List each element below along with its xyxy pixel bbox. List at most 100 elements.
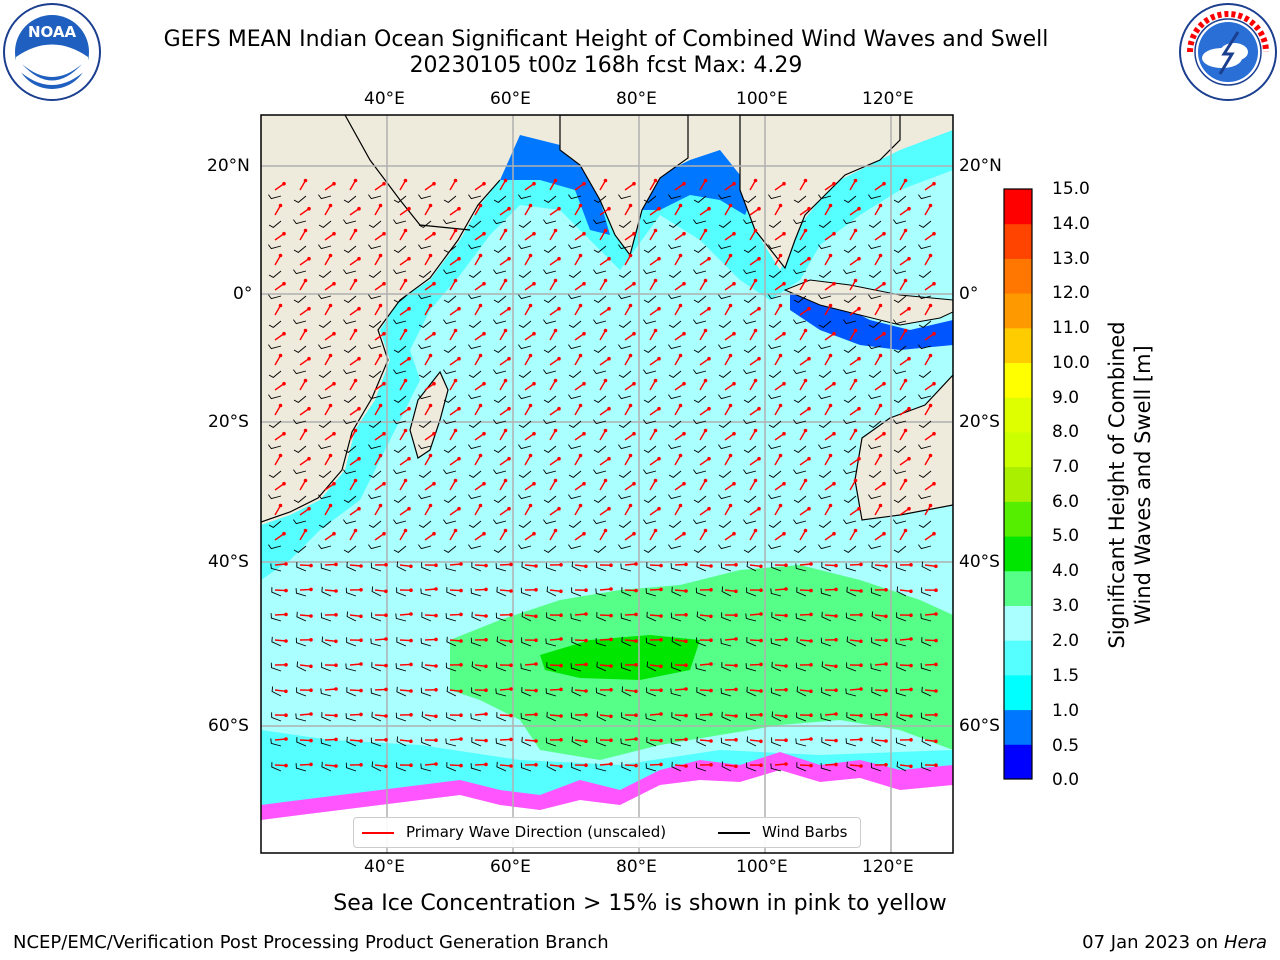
colorbar-segment bbox=[1004, 362, 1032, 398]
wave-arrow-head bbox=[684, 713, 688, 718]
wave-direction-arrow bbox=[449, 589, 462, 592]
wave-direction-arrow bbox=[499, 380, 507, 391]
wind-barb bbox=[721, 586, 732, 597]
wave-direction-arrow bbox=[349, 180, 357, 191]
wind-barb bbox=[443, 319, 457, 325]
wave-arrow-head bbox=[453, 528, 458, 533]
wave-arrow-head bbox=[828, 253, 833, 258]
wave-arrow-head bbox=[678, 403, 683, 408]
wave-direction-arrow bbox=[499, 530, 507, 541]
wave-direction-arrow bbox=[349, 258, 360, 266]
wave-arrow-head bbox=[607, 256, 611, 261]
wave-arrow-head bbox=[403, 228, 408, 233]
wind-barb bbox=[420, 763, 432, 772]
wave-direction-arrow bbox=[899, 638, 912, 641]
wave-arrow-head bbox=[307, 506, 311, 511]
wave-arrow-head bbox=[909, 738, 913, 742]
wave-direction-arrow bbox=[824, 355, 832, 366]
wave-arrow-head bbox=[782, 231, 786, 236]
wave-direction-arrow bbox=[824, 433, 835, 441]
wind-barb bbox=[868, 420, 882, 428]
wave-direction-arrow bbox=[699, 330, 707, 341]
wind-barb bbox=[545, 638, 557, 647]
wave-arrow-head bbox=[553, 328, 558, 333]
wind-barb bbox=[268, 470, 282, 478]
wave-arrow-head bbox=[353, 228, 358, 233]
wave-direction-arrow bbox=[749, 663, 762, 666]
wave-direction-arrow bbox=[699, 230, 707, 241]
wind-barb bbox=[468, 420, 482, 428]
wave-arrow-head bbox=[432, 331, 436, 336]
wave-direction-arrow bbox=[374, 233, 385, 241]
colorbar-segment bbox=[1004, 744, 1032, 780]
wave-arrow-head bbox=[884, 688, 888, 693]
wave-arrow-head bbox=[703, 528, 708, 533]
wind-barb bbox=[721, 662, 732, 672]
wave-arrow-head bbox=[282, 231, 286, 236]
wave-direction-arrow bbox=[574, 255, 582, 266]
wave-arrow-head bbox=[653, 278, 658, 283]
wave-arrow-head bbox=[534, 588, 538, 592]
wave-direction-arrow bbox=[399, 689, 412, 692]
wind-barb bbox=[343, 369, 357, 375]
wave-arrow-head bbox=[884, 564, 888, 568]
colorbar-segment bbox=[1004, 570, 1032, 606]
wind-barb bbox=[268, 270, 282, 278]
wave-arrow-head bbox=[784, 613, 788, 618]
wave-arrow-head bbox=[753, 528, 758, 533]
wave-arrow-head bbox=[434, 637, 438, 642]
wave-direction-arrow bbox=[674, 333, 685, 341]
wind-barb bbox=[343, 469, 357, 475]
wave-arrow-head bbox=[359, 688, 363, 693]
wave-arrow-head bbox=[909, 563, 913, 567]
wave-direction-arrow bbox=[849, 430, 857, 441]
wave-arrow-head bbox=[584, 763, 588, 767]
lat-tick-right: 40°S bbox=[959, 552, 1000, 572]
wave-direction-arrow bbox=[524, 739, 537, 742]
wave-arrow-head bbox=[453, 278, 458, 283]
wave-arrow-head bbox=[303, 528, 308, 533]
wave-arrow-head bbox=[332, 431, 336, 436]
wave-direction-arrow bbox=[549, 358, 560, 366]
wave-direction-arrow bbox=[599, 258, 610, 266]
wind-barb bbox=[318, 344, 332, 350]
wave-arrow-head bbox=[853, 228, 858, 233]
wind-barb bbox=[393, 345, 407, 353]
wind-barb bbox=[671, 636, 682, 647]
wave-arrow-head bbox=[484, 738, 488, 743]
wave-arrow-head bbox=[703, 278, 708, 283]
wave-arrow-head bbox=[882, 281, 886, 286]
wave-arrow-head bbox=[709, 688, 713, 693]
wave-direction-arrow bbox=[624, 233, 635, 241]
wind-barb bbox=[296, 737, 307, 747]
wave-arrow-head bbox=[753, 278, 758, 283]
wave-direction-arrow bbox=[499, 508, 510, 516]
wave-direction-arrow bbox=[849, 180, 857, 191]
wave-arrow-head bbox=[584, 713, 588, 717]
wind-barb bbox=[593, 219, 607, 225]
wave-arrow-head bbox=[884, 763, 888, 767]
wave-arrow-head bbox=[328, 403, 333, 408]
wind-barb bbox=[343, 319, 357, 325]
wave-direction-arrow bbox=[924, 283, 935, 291]
wave-arrow-head bbox=[853, 478, 858, 483]
wave-direction-arrow bbox=[749, 508, 760, 516]
wind-barb bbox=[693, 395, 707, 403]
wave-arrow-head bbox=[378, 203, 383, 208]
wave-arrow-head bbox=[303, 378, 308, 383]
wind-barb bbox=[418, 470, 432, 478]
wave-arrow-head bbox=[578, 303, 583, 308]
wave-arrow-head bbox=[828, 203, 833, 208]
wind-barb bbox=[443, 419, 457, 425]
wind-barb bbox=[671, 712, 682, 722]
wind-barb bbox=[471, 562, 482, 572]
wind-barb bbox=[693, 519, 707, 525]
wave-direction-arrow bbox=[824, 405, 832, 416]
wave-direction-arrow bbox=[574, 505, 582, 516]
colorbar bbox=[1004, 189, 1032, 780]
wind-barb bbox=[668, 320, 682, 328]
wind-barb bbox=[596, 661, 607, 672]
wave-direction-arrow bbox=[649, 564, 662, 567]
wave-arrow-head bbox=[484, 762, 488, 767]
wave-direction-arrow bbox=[349, 564, 362, 567]
